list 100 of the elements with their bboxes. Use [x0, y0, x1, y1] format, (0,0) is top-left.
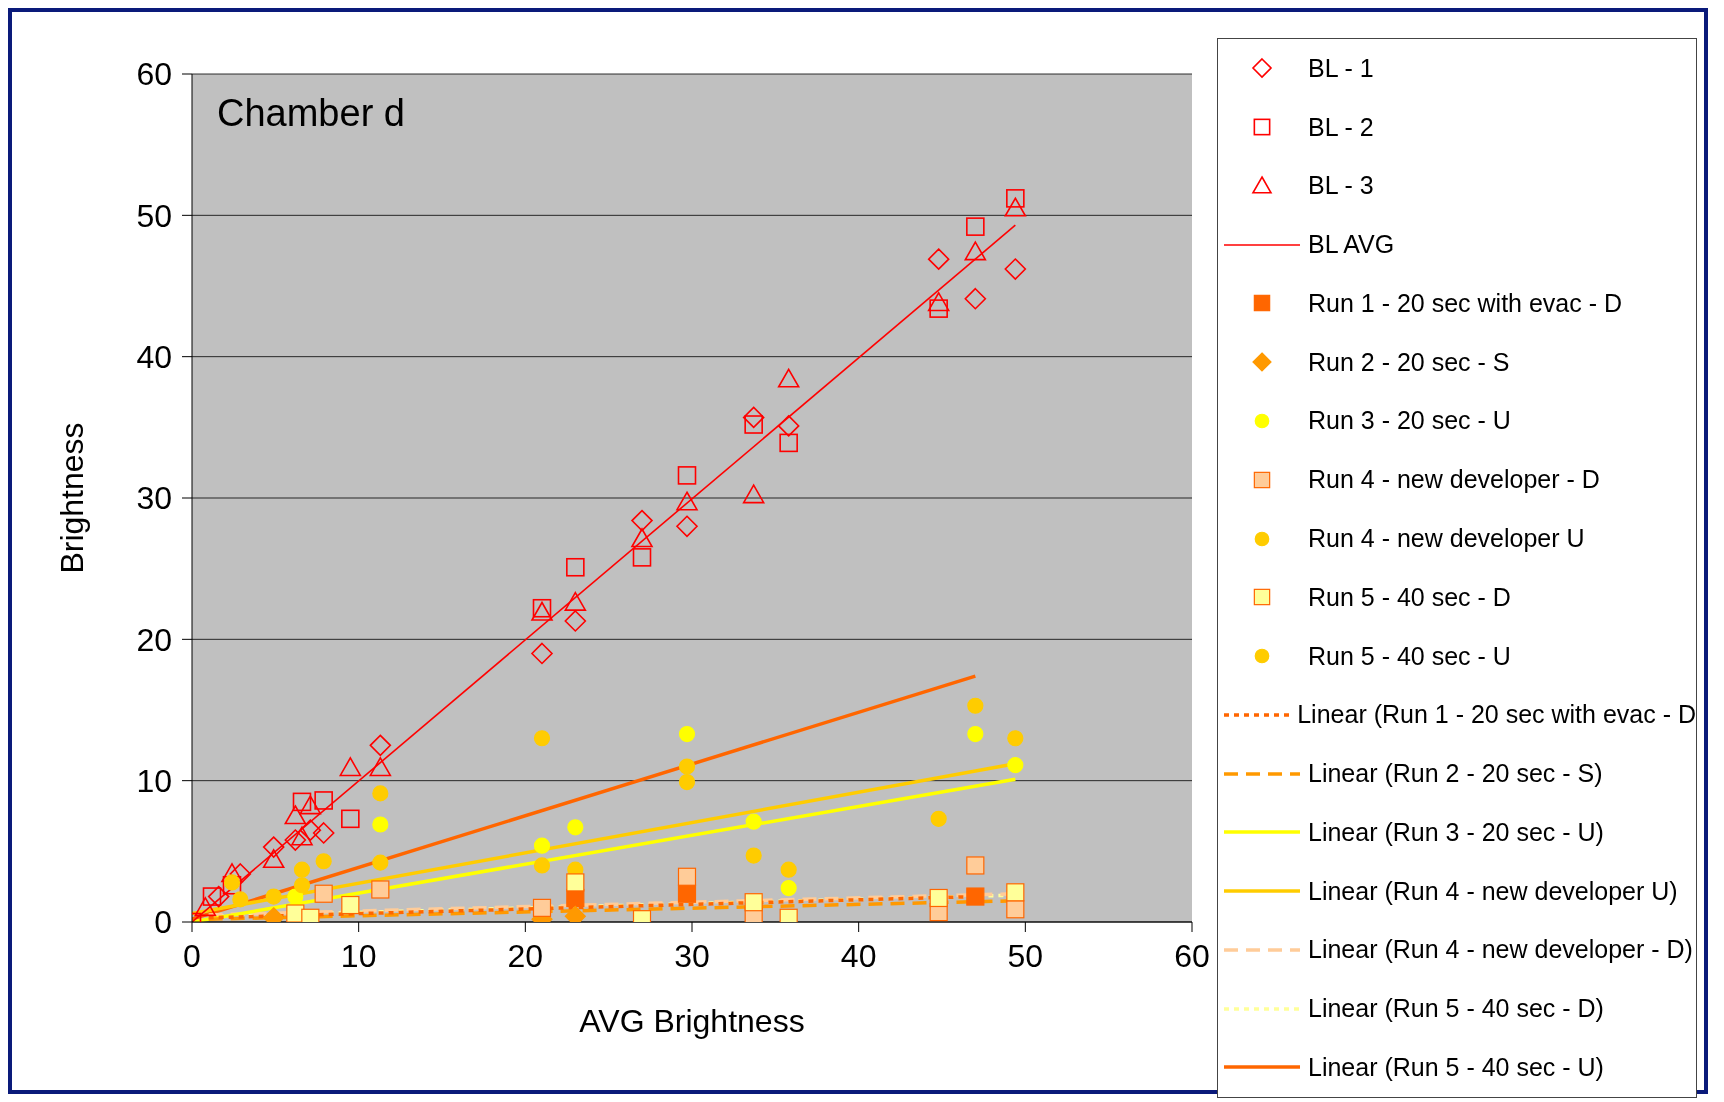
legend-label: Linear (Run 1 - 20 sec with evac - D [1297, 700, 1696, 730]
point [293, 877, 311, 894]
point [745, 813, 762, 830]
point [780, 879, 797, 897]
point [262, 849, 285, 869]
point [1004, 258, 1027, 280]
point [372, 854, 389, 871]
point [265, 888, 282, 905]
y-tick-label: 30 [136, 480, 172, 517]
point [533, 730, 551, 747]
point [1007, 730, 1024, 747]
point [676, 515, 698, 538]
point [372, 816, 389, 833]
point [930, 810, 947, 827]
x-tick-label: 40 [840, 937, 877, 974]
point [745, 847, 762, 864]
y-tick-label: 20 [136, 621, 172, 658]
point [1007, 757, 1024, 774]
point [194, 897, 217, 917]
point [678, 725, 696, 743]
point [631, 528, 653, 548]
legend-label: Run 5 - 40 sec - U [1308, 641, 1511, 671]
legend-label: Run 1 - 20 sec with evac - D [1308, 288, 1623, 318]
point [966, 856, 985, 875]
point [777, 368, 800, 388]
point [232, 891, 249, 908]
point [678, 773, 696, 791]
point [312, 822, 335, 844]
x-axis-title: AVG Brightness [579, 1003, 805, 1039]
y-tick-label: 40 [136, 339, 172, 376]
point [567, 819, 584, 836]
point [1006, 189, 1025, 208]
annotation: Chamber d [217, 92, 405, 135]
point [777, 415, 800, 437]
point [964, 241, 987, 261]
point [967, 725, 984, 743]
point [1006, 883, 1025, 902]
legend-label: Linear (Run 5 - 40 sec - U) [1308, 1052, 1604, 1082]
legend-label: Run 4 - new developer U [1308, 524, 1585, 553]
point [531, 642, 553, 665]
point [779, 433, 798, 453]
point [676, 491, 698, 511]
legend-label: BL - 3 [1308, 171, 1374, 201]
legend-label: Linear (Run 5 - 40 sec - D) [1308, 994, 1604, 1024]
point [299, 819, 322, 841]
point [631, 509, 653, 532]
point [966, 217, 985, 236]
point [744, 415, 763, 434]
point [677, 867, 697, 886]
point [678, 758, 696, 775]
point [533, 837, 551, 854]
point [262, 836, 285, 858]
legend-label: Run 4 - new developer - D [1308, 465, 1600, 495]
point [202, 887, 222, 906]
x-tick-label: 50 [1007, 937, 1044, 974]
x-tick-label: 20 [507, 937, 544, 974]
point [677, 466, 697, 485]
point [927, 248, 950, 270]
point [221, 863, 243, 883]
point [564, 610, 587, 632]
point [533, 857, 551, 874]
point [339, 757, 362, 777]
point [229, 863, 252, 885]
legend-label: Run 3 - 20 sec - U [1308, 406, 1511, 436]
point [315, 853, 332, 870]
point [566, 557, 585, 577]
point [927, 292, 950, 312]
point [1004, 197, 1027, 217]
point [566, 873, 585, 892]
point [284, 805, 307, 825]
point [341, 895, 360, 915]
point [967, 697, 984, 714]
x-tick-label: 30 [674, 937, 710, 974]
point [744, 893, 763, 912]
point [677, 884, 697, 903]
y-tick-label: 50 [136, 197, 172, 234]
y-tick-label: 10 [136, 763, 172, 800]
legend-label: Linear (Run 4 - new developer - D) [1308, 935, 1693, 965]
point [299, 795, 322, 815]
point [1006, 900, 1025, 919]
x-tick-label: 10 [340, 937, 377, 974]
legend-label: BL AVG [1308, 230, 1395, 260]
point [369, 757, 392, 777]
legend-label: Linear (Run 4 - new developer U) [1308, 876, 1678, 906]
y-tick-label: 0 [154, 904, 172, 941]
legend-label: Linear (Run 3 - 20 sec - U) [1308, 817, 1604, 847]
y-axis-title: Brightness [54, 422, 91, 574]
point [929, 299, 948, 318]
point [314, 791, 333, 810]
point [966, 887, 985, 906]
point [284, 829, 307, 851]
point [371, 880, 390, 899]
x-tick-label: 0 [183, 937, 201, 974]
point [632, 548, 652, 567]
legend-label: Run 5 - 40 sec - D [1308, 582, 1511, 612]
legend-label: Run 2 - 20 sec - S [1308, 347, 1510, 377]
point [742, 406, 765, 429]
point [293, 861, 311, 878]
point [207, 885, 230, 908]
legend-label: Linear (Run 2 - 20 sec - S) [1308, 759, 1603, 789]
